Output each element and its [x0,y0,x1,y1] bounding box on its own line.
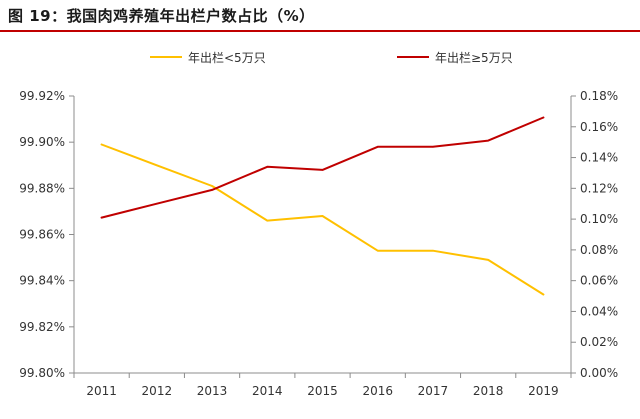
x-tick-label: 2015 [307,384,338,398]
series-1-point [266,165,269,168]
x-tick-label: 2017 [418,384,449,398]
figure-title: 图 19：我国肉鸡养殖年出栏户数占比（%） [8,6,315,25]
series-line-0 [100,143,545,296]
right-tick-label: 0.06% [580,274,618,288]
x-tick-label: 2019 [528,384,559,398]
right-tick-label: 0.00% [580,366,618,380]
right-tick-label: 0.16% [580,120,618,134]
series-0-point [376,249,379,252]
left-tick-label: 99.86% [19,228,65,242]
right-tick-label: 0.14% [580,151,618,165]
left-tick-label: 99.80% [19,366,65,380]
figure-title-bar: 图 19：我国肉鸡养殖年出栏户数占比（%） [0,0,640,32]
chart-series [100,116,545,296]
left-tick-label: 99.88% [19,181,65,195]
right-tick-label: 0.10% [580,212,618,226]
chart-legend: 年出栏<5万只 年出栏≥5万只 [150,50,513,65]
x-tick-label: 2012 [142,384,173,398]
series-1-point [376,145,379,148]
series-0-point [266,219,269,222]
x-tick-label: 2018 [473,384,504,398]
right-tick-label: 0.04% [580,304,618,318]
legend-label-1: 年出栏≥5万只 [435,50,513,65]
x-tick-label: 2013 [197,384,228,398]
legend-label-0: 年出栏<5万只 [188,50,266,65]
x-tick-label: 2011 [86,384,117,398]
series-0-point [542,293,545,296]
series-0-point [211,185,213,187]
series-1-point [542,116,545,119]
right-tick-label: 0.02% [580,335,618,349]
series-0-point [321,215,324,217]
series-1-point [156,202,158,205]
right-tick-label: 0.12% [580,181,618,195]
series-1-point [487,139,489,142]
series-1-point [211,189,213,191]
series-0-point [487,259,489,261]
x-tick-label: 2014 [252,384,283,398]
right-tick-label: 0.18% [580,89,618,103]
chart-axes: 99.80% 99.82% 99.84% 99.86% 99.88% 99.90% 99.9… [19,89,618,398]
line-chart: 年出栏<5万只 年出栏≥5万只 99.80%99.82%99.84%99.86%9… [19,50,618,398]
left-tick-label: 99.92% [19,89,65,103]
series-0-point [100,143,103,146]
right-tick-label: 0.08% [580,243,618,257]
series-1-point [321,169,324,171]
left-tick-label: 99.82% [19,320,65,334]
series-0-point [156,164,158,167]
left-tick-label: 99.90% [19,135,65,149]
left-tick-label: 99.84% [19,274,65,288]
series-1-point [100,216,103,219]
series-1-point [432,145,434,148]
x-tick-label: 2016 [362,384,393,398]
series-0-point [432,249,434,252]
series-line-1 [100,116,545,219]
